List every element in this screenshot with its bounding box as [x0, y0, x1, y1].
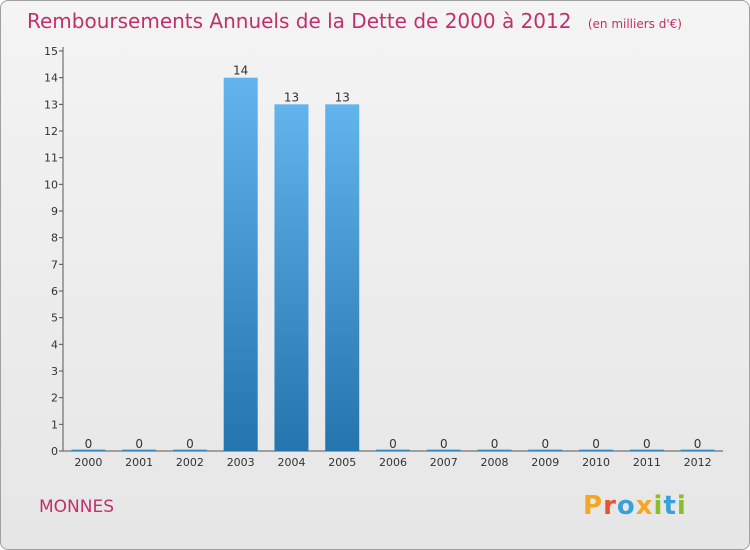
proxiti-logo: Proxiti: [583, 491, 687, 521]
y-tick-label: 12: [44, 125, 58, 138]
y-tick-label: 0: [51, 445, 58, 458]
bar-value-label: 13: [335, 90, 350, 104]
logo-letter: r: [603, 491, 617, 521]
bar: [223, 77, 258, 452]
y-tick-label: 10: [44, 178, 58, 191]
bar: [477, 449, 512, 451]
bar: [426, 449, 461, 451]
logo-letter: i: [653, 491, 664, 521]
x-tick-label: 2003: [227, 456, 255, 469]
bar: [274, 104, 309, 451]
bar-value-label: 0: [389, 437, 397, 451]
commune-name: MONNES: [39, 497, 115, 517]
logo-letter: P: [583, 491, 604, 521]
y-tick-label: 3: [51, 365, 58, 378]
x-tick-label: 2010: [582, 456, 610, 469]
bars: 0 0 0 14 13 13 0 0 0 0 0 0 0: [71, 64, 715, 452]
x-tick-label: 2005: [328, 456, 356, 469]
bar-value-label: 0: [186, 437, 194, 451]
x-axis: 2000 2001 2002 2003 2004 2005 2006 2007 2008 2009…: [63, 450, 723, 469]
bar: [680, 449, 715, 451]
bar: [325, 104, 360, 451]
bar-value-label: 0: [491, 437, 499, 451]
bar: [528, 449, 563, 451]
x-tick-label: 2011: [633, 456, 661, 469]
bar-value-label: 14: [233, 64, 248, 78]
x-tick-label: 2007: [430, 456, 458, 469]
x-tick-label: 2008: [481, 456, 509, 469]
x-tick-label: 2001: [125, 456, 153, 469]
bar: [376, 449, 410, 451]
y-tick-label: 6: [51, 285, 58, 298]
bar-value-label: 0: [541, 437, 549, 451]
y-tick-label: 5: [51, 312, 58, 325]
x-tick-label: 2012: [684, 456, 712, 469]
chart-title: Remboursements Annuels de la Dette de 20…: [27, 9, 682, 33]
y-tick-label: 13: [44, 98, 58, 111]
bar-value-label: 0: [135, 437, 143, 451]
bar: [629, 449, 664, 451]
bar: [579, 449, 614, 451]
bar-value-label: 0: [694, 437, 702, 451]
bar-value-label: 0: [440, 437, 448, 451]
x-tick-label: 2000: [74, 456, 102, 469]
x-tick-label: 2006: [379, 456, 407, 469]
y-tick-label: 4: [51, 338, 58, 351]
bar: [172, 449, 207, 451]
title-unit: (en milliers d'€): [587, 17, 682, 31]
y-tick-label: 8: [51, 232, 58, 245]
bar-value-label: 13: [284, 90, 299, 104]
x-tick-label: 2004: [277, 456, 305, 469]
bar: [71, 449, 106, 451]
x-tick-label: 2002: [176, 456, 204, 469]
y-tick-label: 9: [51, 205, 58, 218]
title-text: Remboursements Annuels de la Dette de 20…: [27, 9, 572, 33]
logo-letter: i: [676, 491, 687, 521]
bar: [122, 449, 157, 451]
y-tick-label: 11: [44, 152, 58, 165]
bar-value-label: 0: [643, 437, 651, 451]
y-tick-label: 14: [44, 72, 58, 85]
logo-letter: o: [616, 491, 636, 521]
y-tick-label: 1: [51, 418, 58, 431]
x-tick-label: 2009: [531, 456, 559, 469]
y-tick-label: 15: [44, 45, 58, 58]
bar-value-label: 0: [592, 437, 600, 451]
y-tick-label: 7: [51, 258, 58, 271]
logo-letter: t: [663, 491, 677, 521]
logo-letter: x: [635, 491, 654, 521]
y-tick-label: 2: [51, 392, 58, 405]
bar-value-label: 0: [85, 437, 93, 451]
